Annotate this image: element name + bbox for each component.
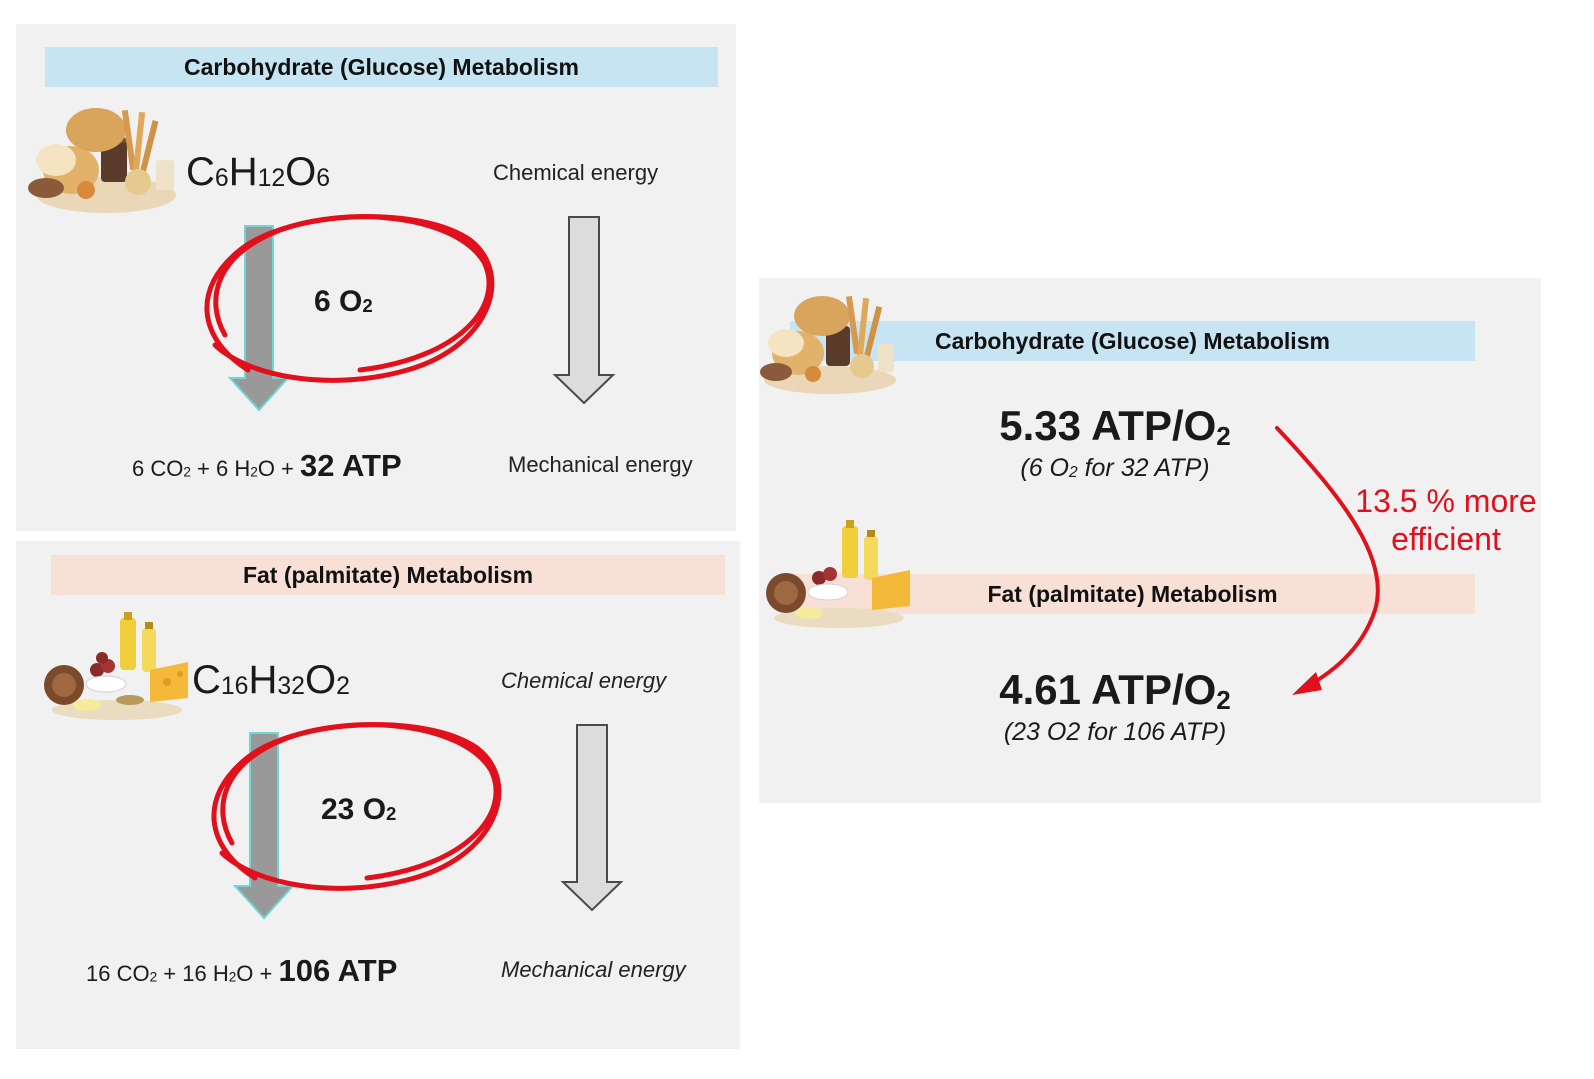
carb-panel xyxy=(16,24,736,531)
fat-reaction-arrow xyxy=(232,732,296,920)
fat-oxygen-count: 23 O2 xyxy=(321,793,397,826)
palmitate-formula: C16H32O2 xyxy=(192,658,350,702)
fat-diagram-graphics xyxy=(211,722,624,920)
fat-oxygen-highlight xyxy=(211,722,502,891)
carb-atp-per-o2: 5.33 ATP/O2 xyxy=(999,402,1231,452)
fat-products: 16 CO2 + 16 H2O + 106 ATP xyxy=(86,953,398,988)
summary-carb-title: Carbohydrate (Glucose) Metabolism xyxy=(790,321,1475,361)
fat-atp-per-o2: 4.61 ATP/O2 xyxy=(999,666,1231,716)
carb-oxygen-highlight xyxy=(204,214,495,383)
carb-mechanical-energy-label: Mechanical energy xyxy=(508,452,693,477)
carb-panel-title: Carbohydrate (Glucose) Metabolism xyxy=(45,47,718,87)
glucose-formula: C6H12O6 xyxy=(186,150,331,194)
efficiency-arrowhead xyxy=(1292,672,1322,695)
carb-chemical-energy-label: Chemical energy xyxy=(493,160,659,185)
efficiency-label: 13.5 % more efficient xyxy=(1352,482,1540,558)
fat-atp-yield: 106 ATP xyxy=(278,953,398,988)
fat-panel xyxy=(16,541,740,1049)
efficiency-label-line1: 13.5 % more xyxy=(1355,483,1537,519)
carb-oxygen-count: 6 O2 xyxy=(314,285,373,318)
fat-chemical-energy-label: Chemical energy xyxy=(501,668,667,693)
carb-food-icon xyxy=(28,108,176,213)
summary-carb-food-icon xyxy=(760,295,896,394)
fat-panel-title: Fat (palmitate) Metabolism xyxy=(51,555,725,595)
carb-atp-yield: 32 ATP xyxy=(300,448,402,483)
fat-food-icon xyxy=(44,612,188,720)
carb-products: 6 CO2 + 6 H2O + 32 ATP xyxy=(132,448,402,483)
carb-diagram-graphics xyxy=(204,214,616,412)
fat-mechanical-energy-label: Mechanical energy xyxy=(501,957,686,982)
carb-energy-arrow xyxy=(552,216,616,405)
carb-reaction-arrow xyxy=(227,225,291,412)
fat-energy-arrow xyxy=(560,724,624,912)
efficiency-label-line2: efficient xyxy=(1391,521,1501,557)
carb-ratio-note: (6 O2 for 32 ATP) xyxy=(1020,454,1210,482)
summary-fat-food-icon xyxy=(766,520,910,628)
fat-ratio-note: (23 O2 for 106 ATP) xyxy=(1003,718,1227,746)
